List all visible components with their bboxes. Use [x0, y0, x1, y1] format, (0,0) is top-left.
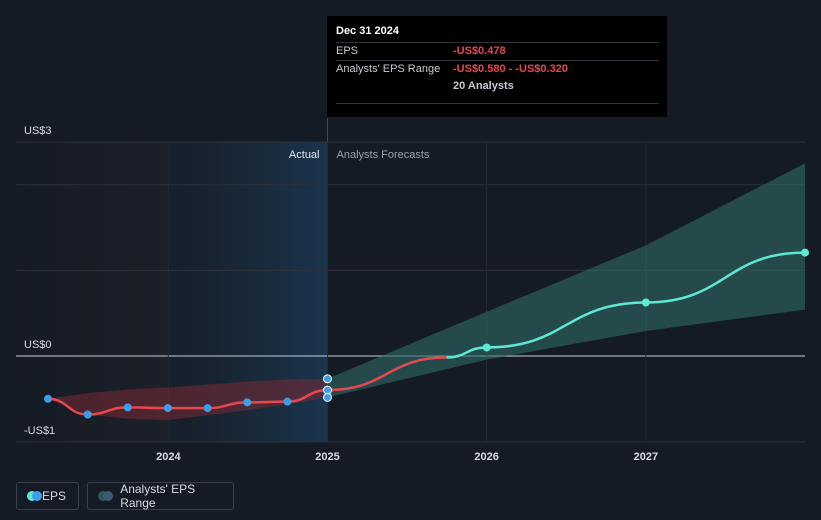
- tooltip-date: Dec 31 2024: [336, 25, 399, 37]
- tooltip-analysts-row: 20 Analysts: [336, 78, 659, 95]
- tooltip: Dec 31 2024 EPS -US$0.478 Analysts' EPS …: [327, 16, 667, 117]
- x-tick-label: 2027: [634, 451, 658, 463]
- y-tick-label: -US$1: [24, 425, 55, 437]
- tooltip-range-row: Analysts' EPS Range -US$0.580 - -US$0.32…: [336, 60, 659, 78]
- tooltip-eps-row: EPS -US$0.478: [336, 42, 659, 60]
- x-tick-label: 2025: [315, 451, 339, 463]
- y-tick-label: US$3: [24, 125, 52, 137]
- forecast-line: [446, 251, 806, 359]
- x-tick-label: 2026: [474, 451, 498, 463]
- legend-range[interactable]: Analysts' EPS Range: [87, 482, 234, 510]
- forecast-point: [801, 248, 809, 257]
- historical-range-band: [48, 378, 328, 421]
- highlight-point: [323, 374, 333, 384]
- forecast-range-band: [327, 163, 805, 398]
- x-tick-label: 2024: [156, 451, 181, 463]
- eps-point: [283, 397, 292, 406]
- legend-eps-label: EPS: [41, 489, 66, 503]
- eps-point: [163, 404, 172, 413]
- highlight-point: [323, 392, 333, 402]
- actual-label: Actual: [289, 149, 320, 161]
- eps-point: [243, 398, 252, 407]
- eps-transition-line: [327, 356, 447, 392]
- tooltip-eps-value: -US$0.478: [453, 45, 506, 57]
- tooltip-analysts: 20 Analysts: [453, 80, 514, 92]
- forecast-label: Analysts Forecasts: [337, 149, 430, 161]
- legend-eps[interactable]: EPS: [16, 482, 79, 510]
- eps-point: [123, 403, 132, 412]
- y-tick-label: US$0: [24, 339, 52, 351]
- tooltip-range-value: -US$0.580 - -US$0.320: [453, 63, 568, 75]
- eps-point: [203, 404, 212, 413]
- eps-line: [47, 388, 328, 416]
- legend-range-label: Analysts' EPS Range: [120, 482, 196, 510]
- forecast-point: [482, 343, 491, 352]
- eps-point: [83, 410, 92, 419]
- eps-legend-icon: [27, 491, 42, 501]
- forecast-point: [641, 298, 650, 307]
- range-legend-icon: [98, 491, 113, 501]
- tooltip-range-label: Analysts' EPS Range: [336, 63, 441, 75]
- tooltip-divider: [336, 103, 659, 104]
- eps-point: [44, 394, 52, 403]
- tooltip-eps-label: EPS: [336, 45, 359, 57]
